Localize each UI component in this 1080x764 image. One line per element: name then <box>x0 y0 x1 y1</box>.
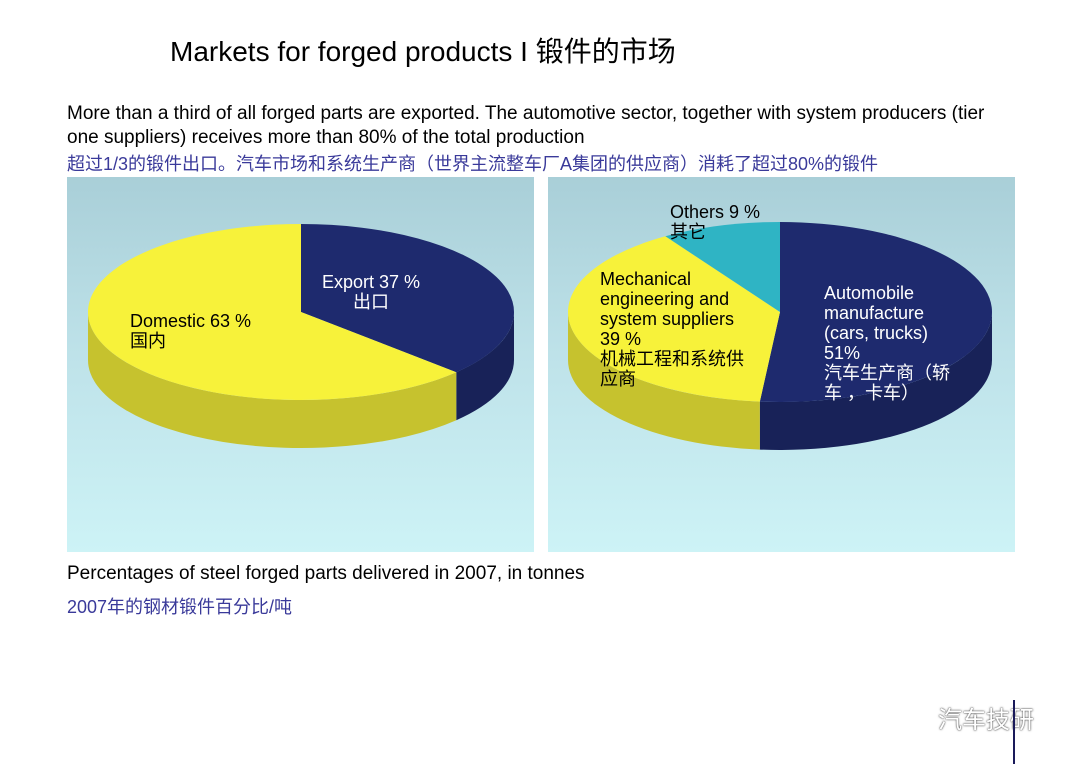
right-pie-side-0 <box>759 312 992 450</box>
right-pie-label-line: 51% <box>824 343 861 363</box>
right-pie-label-line: 应商 <box>600 369 636 389</box>
right-pie-label-line: system suppliers <box>600 309 735 329</box>
right-pie-label-line: Automobile <box>824 283 915 303</box>
right-pie-label-line: 39 % <box>600 329 642 349</box>
right-pie-label-2: Others 9 % 其它 <box>670 202 760 242</box>
right-pie-label-line: 车 ，卡车） <box>824 383 920 403</box>
left-pie-slice-0 <box>301 224 514 373</box>
right-pie-label-line: Others 9 % <box>670 202 761 222</box>
left-pie-label-line: Domestic 63 % <box>130 311 252 331</box>
left-pie-slice-1 <box>87 224 457 400</box>
left-pie-label-line: 国内 <box>130 331 166 351</box>
left-pie-label-line: Export 37 % <box>322 272 421 292</box>
watermark: 汽车技研 <box>892 700 1034 735</box>
right-pie-slice-0 <box>759 222 992 402</box>
right-pie-slice-1 <box>568 236 780 402</box>
right-pie-label-line: 汽车生产商（轿 <box>824 363 950 383</box>
right-pie-label-line: manufacture <box>824 303 925 323</box>
intro-text-en: More than a third of all forged parts ar… <box>67 103 985 148</box>
right-pie-label-line: Mechanical <box>600 269 692 289</box>
right-pie-slice-2 <box>665 222 780 312</box>
watermark-text: 汽车技研 <box>938 707 1034 734</box>
intro-text-zh: 超过1/3的锻件出口。汽车市场和系统生产商（世界主流整车厂A集团的供应商）消耗了… <box>67 154 879 174</box>
divider-line <box>1013 700 1015 764</box>
caption-zh: 2007年的钢材锻件百分比/吨 <box>67 597 293 617</box>
pie-chart-export-domestic: Export 37 % 出口 Domestic 63 % 国内 <box>67 177 534 552</box>
right-pie-label-line: (cars, trucks) <box>824 323 929 343</box>
right-pie-label-line: engineering and <box>600 289 730 309</box>
right-pie-side-1 <box>568 312 760 450</box>
pie-chart-sectors: Automobile manufacture (cars, trucks) 51% 汽车… <box>548 177 1015 552</box>
left-pie-label-0: Export 37 % 出口 <box>322 272 420 312</box>
right-pie-label-line: 机械工程和系统供 <box>600 349 744 369</box>
wechat-icon <box>893 704 930 730</box>
pie-chart-right-svg <box>568 222 992 450</box>
right-pie-label-1: Mechanical engineering and system supplier… <box>600 269 744 389</box>
right-pie-label-0: Automobile manufacture (cars, trucks) 51% 汽车… <box>824 283 950 403</box>
left-pie-label-1: Domestic 63 % 国内 <box>130 311 251 351</box>
left-pie-label-line: 出口 <box>353 292 390 312</box>
left-pie-side-0 <box>456 312 514 421</box>
left-pie-side-1 <box>88 312 457 448</box>
right-pie-label-line: 其它 <box>670 222 706 242</box>
page-title: Markets for forged products I 锻件的市场 <box>170 36 676 67</box>
pie-chart-left-svg <box>87 224 514 448</box>
caption-en: Percentages of steel forged parts delive… <box>67 563 585 584</box>
